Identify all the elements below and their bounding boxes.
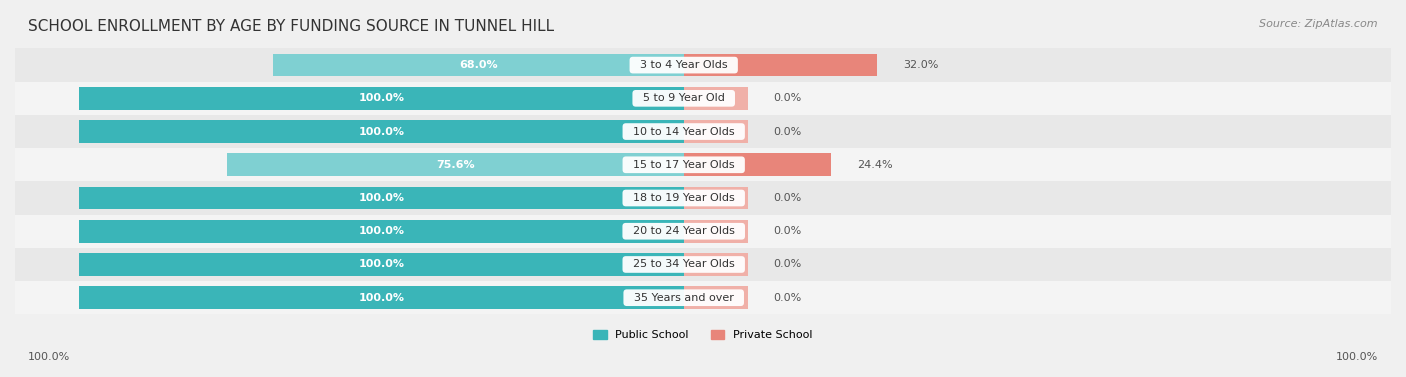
Text: 100.0%: 100.0% <box>359 193 405 203</box>
Text: 0.0%: 0.0% <box>773 293 801 303</box>
Text: 0.0%: 0.0% <box>773 193 801 203</box>
Text: 18 to 19 Year Olds: 18 to 19 Year Olds <box>626 193 741 203</box>
Bar <box>683 153 831 176</box>
Bar <box>79 187 683 209</box>
Text: 100.0%: 100.0% <box>359 259 405 270</box>
Legend: Public School, Private School: Public School, Private School <box>589 326 817 345</box>
Bar <box>0 115 1406 148</box>
Bar <box>683 54 877 77</box>
Bar <box>0 49 1406 82</box>
Text: 5 to 9 Year Old: 5 to 9 Year Old <box>636 93 731 103</box>
Text: 24.4%: 24.4% <box>856 160 893 170</box>
Bar <box>226 153 683 176</box>
Text: 100.0%: 100.0% <box>28 352 70 362</box>
Bar <box>273 54 683 77</box>
Text: 0.0%: 0.0% <box>773 93 801 103</box>
Bar <box>79 87 683 110</box>
Text: 10 to 14 Year Olds: 10 to 14 Year Olds <box>626 127 741 136</box>
Bar <box>79 220 683 242</box>
Bar <box>683 120 748 143</box>
Bar <box>0 181 1406 215</box>
Text: 100.0%: 100.0% <box>359 93 405 103</box>
Bar <box>0 82 1406 115</box>
Text: Source: ZipAtlas.com: Source: ZipAtlas.com <box>1260 19 1378 29</box>
Bar <box>0 215 1406 248</box>
Text: 0.0%: 0.0% <box>773 226 801 236</box>
Text: 15 to 17 Year Olds: 15 to 17 Year Olds <box>626 160 741 170</box>
Bar <box>79 120 683 143</box>
Text: 32.0%: 32.0% <box>903 60 938 70</box>
Bar <box>0 248 1406 281</box>
Text: 0.0%: 0.0% <box>773 127 801 136</box>
Text: 100.0%: 100.0% <box>1336 352 1378 362</box>
Bar <box>79 287 683 309</box>
Text: 100.0%: 100.0% <box>359 127 405 136</box>
Text: SCHOOL ENROLLMENT BY AGE BY FUNDING SOURCE IN TUNNEL HILL: SCHOOL ENROLLMENT BY AGE BY FUNDING SOUR… <box>28 19 554 34</box>
Text: 75.6%: 75.6% <box>436 160 475 170</box>
Text: 68.0%: 68.0% <box>458 60 498 70</box>
Text: 20 to 24 Year Olds: 20 to 24 Year Olds <box>626 226 741 236</box>
Text: 35 Years and over: 35 Years and over <box>627 293 741 303</box>
Text: 100.0%: 100.0% <box>359 293 405 303</box>
Bar <box>79 253 683 276</box>
Bar <box>683 220 748 242</box>
Text: 0.0%: 0.0% <box>773 259 801 270</box>
Bar <box>0 281 1406 314</box>
Text: 3 to 4 Year Olds: 3 to 4 Year Olds <box>633 60 734 70</box>
Bar <box>0 148 1406 181</box>
Text: 100.0%: 100.0% <box>359 226 405 236</box>
Bar <box>683 87 748 110</box>
Text: 25 to 34 Year Olds: 25 to 34 Year Olds <box>626 259 741 270</box>
Bar <box>683 287 748 309</box>
Bar <box>683 187 748 209</box>
Bar <box>683 253 748 276</box>
